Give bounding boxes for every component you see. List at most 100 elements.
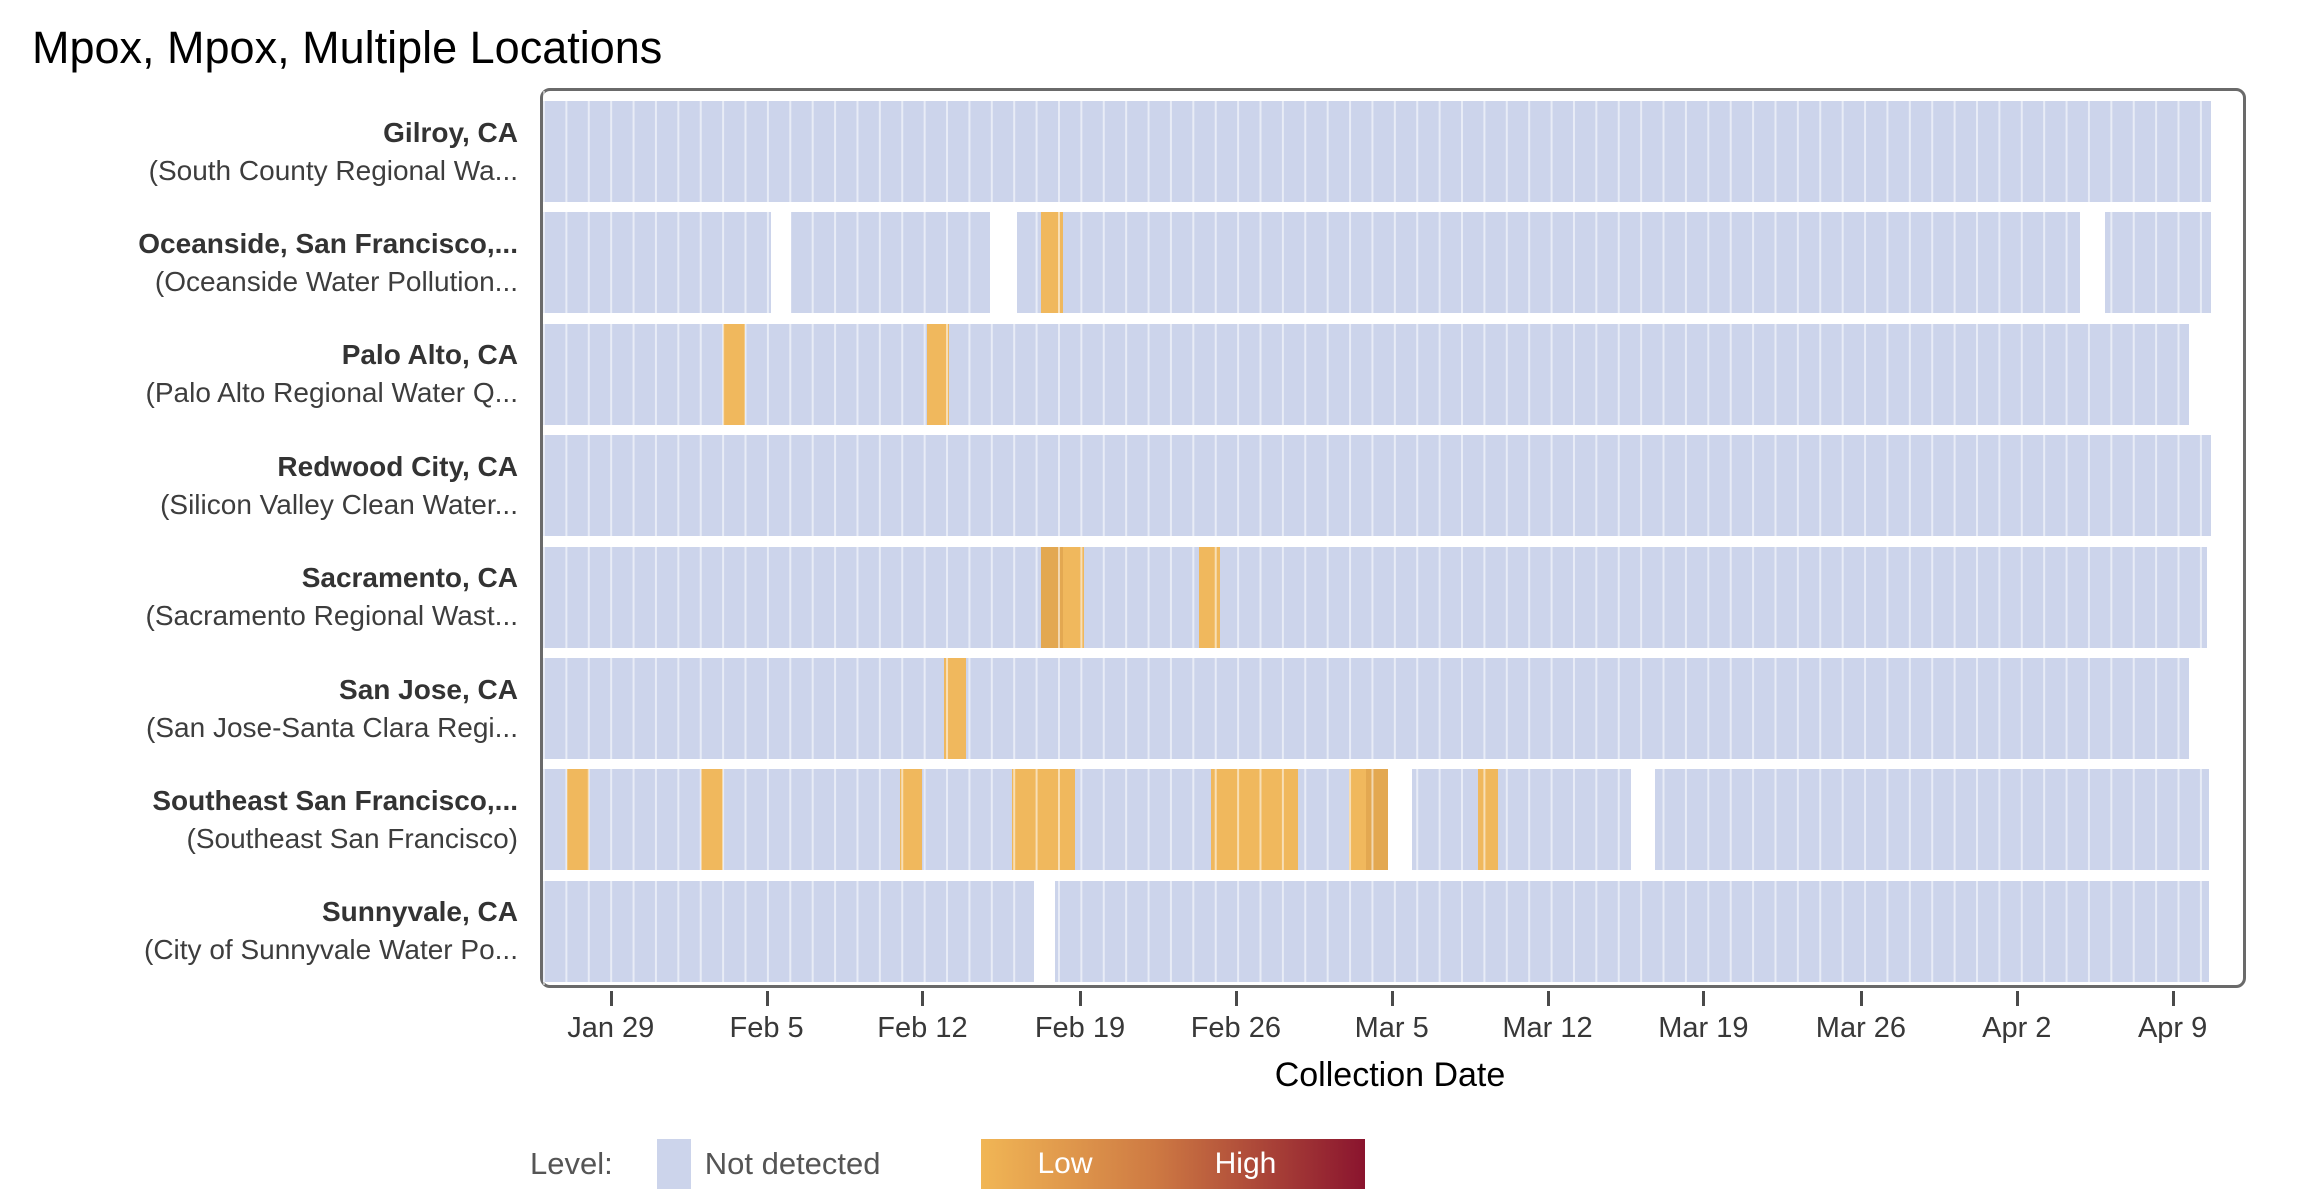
not-detected-segment bbox=[1063, 212, 2080, 314]
site-row-band bbox=[543, 323, 2243, 425]
tick-label: Mar 26 bbox=[1815, 1012, 1907, 1044]
detection-segment bbox=[1365, 769, 1388, 871]
not-detected-segment bbox=[966, 658, 2189, 759]
not-detected-segment bbox=[543, 880, 1035, 982]
site-row-band bbox=[543, 100, 2243, 202]
tick-label: Feb 19 bbox=[1034, 1012, 1126, 1044]
tick-label: Jan 29 bbox=[567, 1012, 655, 1044]
not-detected-segment bbox=[1498, 769, 1631, 871]
row-label-city: Sunnyvale, CA bbox=[321, 896, 518, 928]
detection-segment bbox=[944, 658, 967, 759]
legend-not-detected-label: Not detected bbox=[704, 1146, 881, 1181]
not-detected-segment bbox=[1075, 769, 1212, 871]
not-detected-segment bbox=[745, 323, 928, 425]
not-detected-segment bbox=[543, 769, 567, 871]
row-label: Sunnyvale, CA (City of Sunnyvale Water Po… bbox=[0, 893, 518, 969]
row-label-city: Gilroy, CA bbox=[383, 116, 518, 148]
row-label-facility: (Southeast San Francisco) bbox=[186, 822, 519, 854]
not-detected-segment bbox=[922, 769, 1013, 871]
not-detected-segment bbox=[723, 769, 900, 871]
row-label: Redwood City, CA (Silicon Valley Clean Wa… bbox=[0, 448, 518, 524]
detection-segment bbox=[1211, 769, 1298, 871]
tick-mark bbox=[765, 991, 769, 1006]
tick-mark bbox=[1702, 991, 1706, 1006]
legend: Level: Not detected Low High bbox=[530, 1138, 1365, 1190]
legend-not-detected-swatch bbox=[656, 1139, 691, 1189]
detection-segment bbox=[1041, 212, 1064, 314]
tick-mark bbox=[2171, 991, 2175, 1006]
tick-mark bbox=[1078, 991, 1082, 1006]
chart-title: Mpox, Mpox, Multiple Locations bbox=[32, 22, 663, 73]
not-detected-segment bbox=[949, 323, 2189, 425]
x-axis-tick-marks bbox=[543, 991, 2237, 1007]
row-label: Oceanside, San Francisco,... (Oceanside W… bbox=[0, 225, 518, 301]
y-axis-row-labels: Gilroy, CA (South County Regional Wa... Oc… bbox=[0, 88, 526, 988]
tick-mark bbox=[1546, 991, 1550, 1006]
row-label: Southeast San Francisco,... (Southeast Sa… bbox=[0, 782, 518, 858]
tick-label: Mar 5 bbox=[1354, 1012, 1429, 1044]
legend-level-label: Level: bbox=[530, 1146, 613, 1181]
not-detected-segment bbox=[791, 212, 991, 314]
not-detected-segment bbox=[543, 658, 945, 759]
row-label-city: Redwood City, CA bbox=[277, 450, 518, 482]
detection-segment bbox=[927, 323, 950, 425]
tick-mark bbox=[2015, 991, 2019, 1006]
row-label-facility: (Oceanside Water Pollution... bbox=[154, 265, 518, 297]
detection-segment bbox=[1199, 546, 1220, 648]
tick-label: Feb 26 bbox=[1190, 1012, 1281, 1044]
row-label-facility: (Sacramento Regional Wast... bbox=[145, 600, 518, 632]
detection-segment bbox=[1012, 769, 1076, 871]
not-detected-segment bbox=[543, 100, 2211, 202]
site-row-band bbox=[543, 546, 2243, 648]
row-label: Palo Alto, CA (Palo Alto Regional Water Q… bbox=[0, 336, 518, 412]
not-detected-segment bbox=[543, 546, 1042, 648]
not-detected-segment bbox=[1017, 212, 1042, 314]
detection-segment bbox=[1063, 546, 1084, 648]
detection-segment bbox=[1041, 546, 1064, 648]
not-detected-segment bbox=[1083, 546, 1200, 648]
tick-label: Feb 5 bbox=[729, 1012, 804, 1044]
detection-segment bbox=[1348, 769, 1366, 871]
plot-panel bbox=[540, 88, 2246, 988]
tick-mark bbox=[1859, 991, 1863, 1006]
site-row-band bbox=[543, 769, 2243, 871]
not-detected-segment bbox=[543, 435, 2211, 537]
not-detected-segment bbox=[543, 212, 771, 314]
detection-segment bbox=[701, 769, 724, 871]
site-row-band bbox=[543, 212, 2243, 314]
not-detected-segment bbox=[2105, 212, 2211, 314]
site-row-band bbox=[543, 435, 2243, 537]
row-label-facility: (San Jose-Santa Clara Regi... bbox=[146, 711, 518, 743]
row-label-facility: (Silicon Valley Clean Water... bbox=[160, 488, 518, 520]
row-label-facility: (Palo Alto Regional Water Q... bbox=[145, 377, 518, 409]
tick-label: Apr 2 bbox=[1982, 1012, 2052, 1044]
tick-label: Apr 9 bbox=[2137, 1012, 2208, 1044]
row-label-city: Sacramento, CA bbox=[301, 562, 518, 594]
legend-low-label: Low bbox=[1037, 1147, 1093, 1180]
tick-mark bbox=[609, 991, 613, 1006]
tick-mark bbox=[1234, 991, 1238, 1006]
row-label-city: San Jose, CA bbox=[339, 673, 518, 705]
not-detected-segment bbox=[588, 769, 702, 871]
detection-segment bbox=[1478, 769, 1499, 871]
legend-high-label: High bbox=[1214, 1147, 1277, 1180]
detection-segment bbox=[723, 323, 746, 425]
row-label: Gilroy, CA (South County Regional Wa... bbox=[0, 114, 518, 190]
tick-label: Mar 19 bbox=[1658, 1012, 1749, 1044]
not-detected-segment bbox=[1411, 769, 1478, 871]
detection-segment bbox=[900, 769, 923, 871]
x-axis-title: Collection Date bbox=[1274, 1056, 1506, 1094]
row-label-city: Southeast San Francisco,... bbox=[152, 784, 518, 816]
not-detected-segment bbox=[543, 323, 724, 425]
plot-area bbox=[543, 91, 2243, 985]
site-row-band bbox=[543, 880, 2243, 982]
not-detected-segment bbox=[1054, 880, 2209, 982]
tick-mark bbox=[1390, 991, 1394, 1006]
legend-gradient-bar: Low High bbox=[980, 1139, 1365, 1189]
not-detected-segment bbox=[1654, 769, 2209, 871]
not-detected-segment bbox=[1219, 546, 2208, 648]
row-label: San Jose, CA (San Jose-Santa Clara Regi..… bbox=[0, 671, 518, 747]
tick-label: Feb 12 bbox=[877, 1012, 968, 1044]
not-detected-segment bbox=[1297, 769, 1349, 871]
